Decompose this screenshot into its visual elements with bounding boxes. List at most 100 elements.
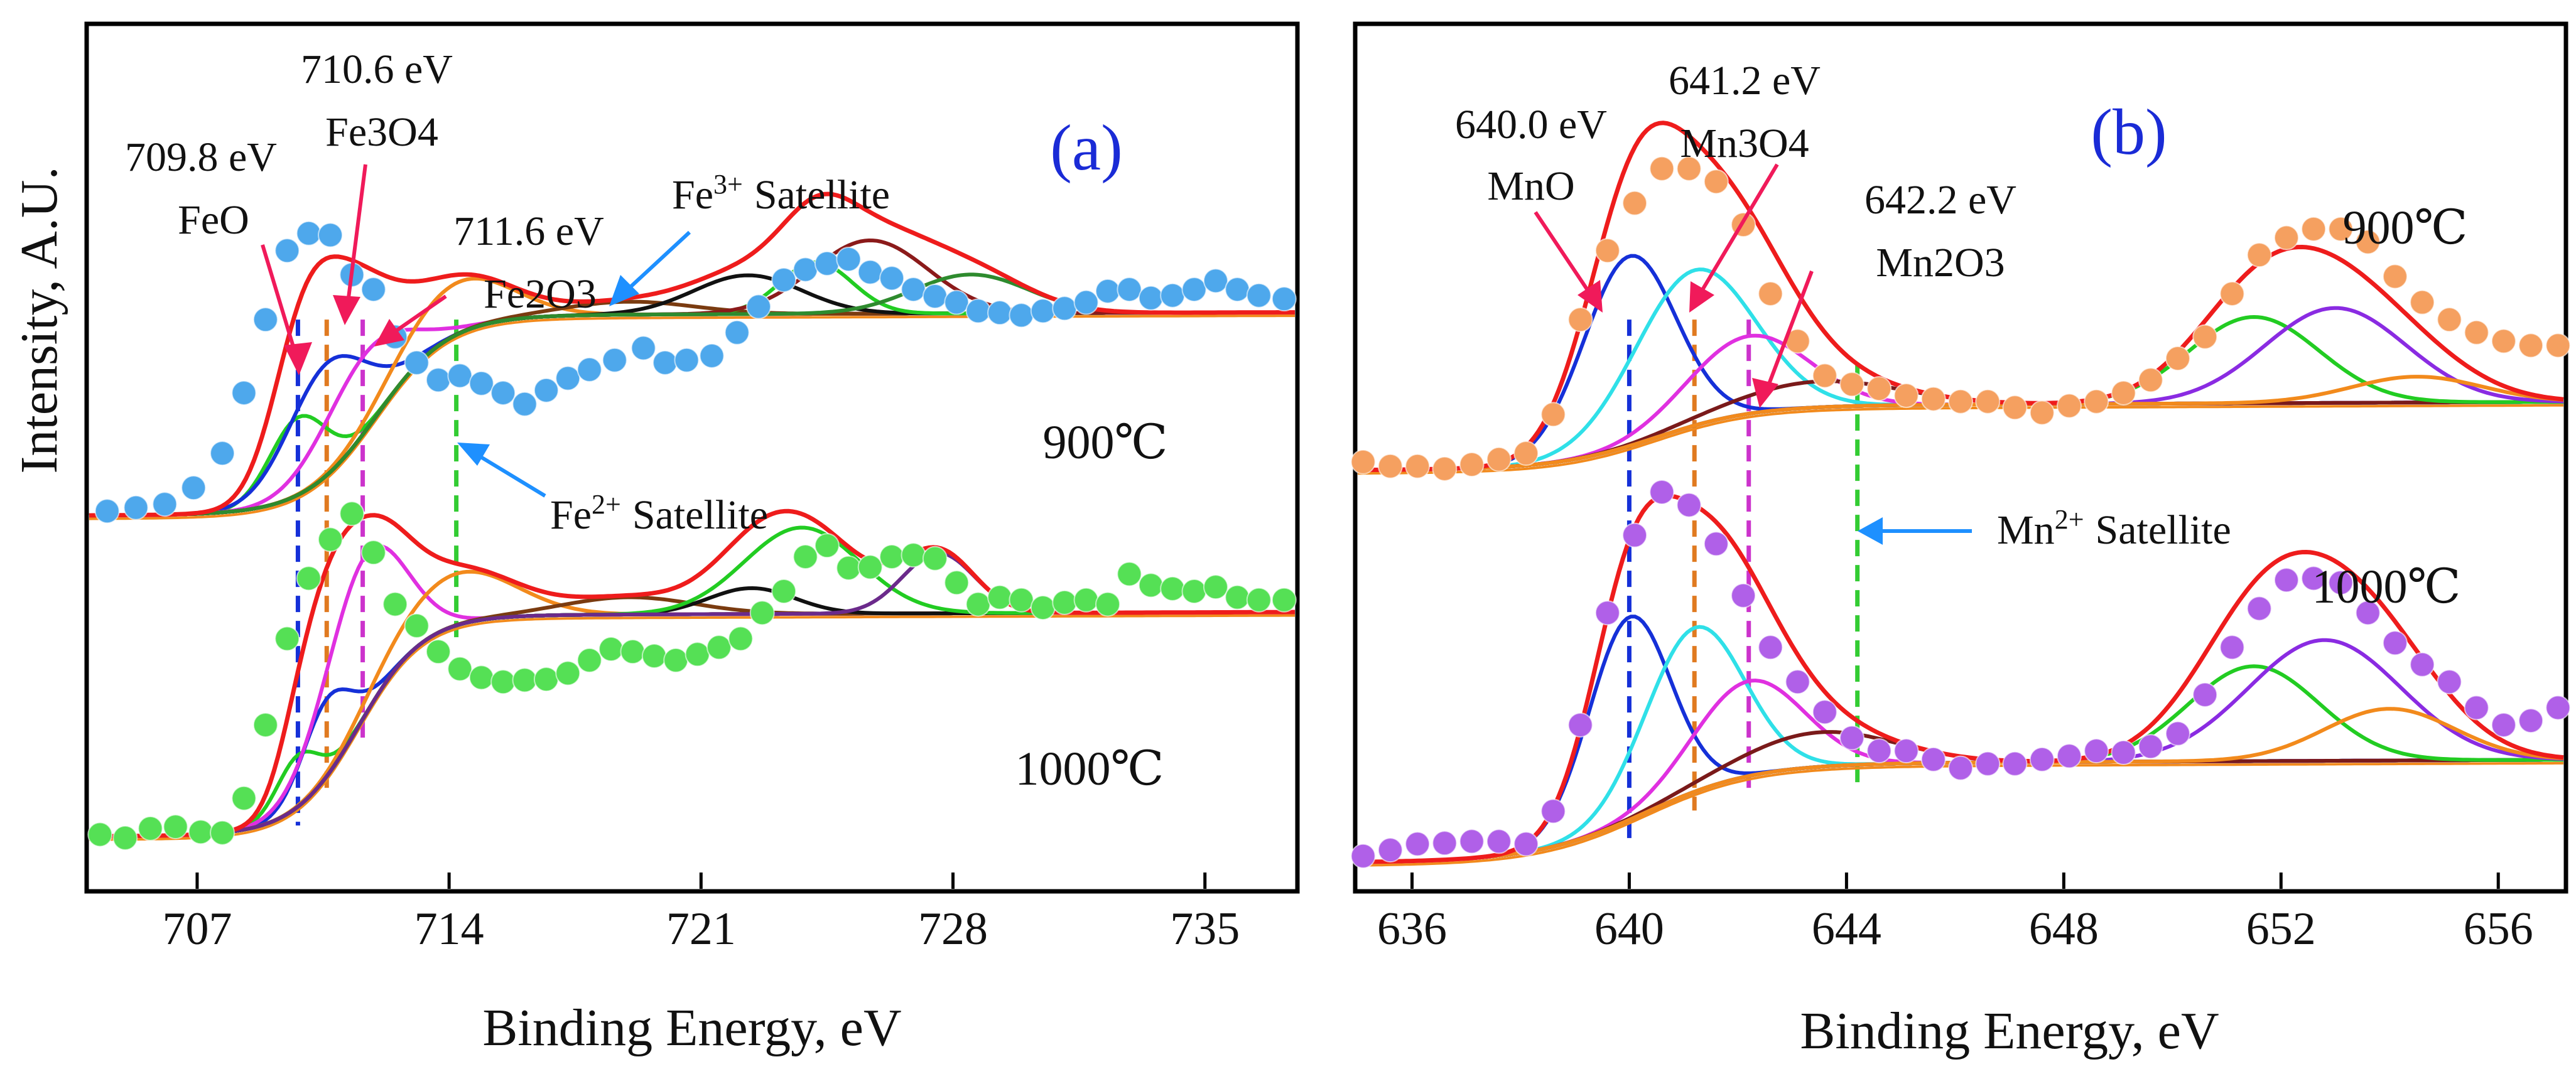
data-point <box>674 347 700 373</box>
data-point <box>1271 587 1297 613</box>
peak-a3-energy: 711.6 eV <box>453 208 604 254</box>
data-point <box>296 566 322 591</box>
data-point <box>2192 324 2218 350</box>
data-point <box>2029 400 2055 426</box>
arrow-mno-head <box>1578 280 1603 313</box>
data-point <box>94 498 120 524</box>
data-point <box>1785 669 1810 695</box>
background-line-secondary <box>89 314 1295 520</box>
data-point <box>1839 372 1865 397</box>
data-point <box>2382 264 2408 289</box>
data-point <box>1866 738 1892 764</box>
data-point <box>922 284 948 309</box>
data-point <box>1246 282 1272 308</box>
data-point <box>425 367 451 393</box>
x-tick-label: 707 <box>162 903 232 955</box>
data-point <box>724 320 750 345</box>
data-point <box>1117 277 1142 303</box>
data-point <box>1812 363 1837 389</box>
data-point <box>1703 169 1729 195</box>
data-point <box>793 544 818 570</box>
data-point <box>1160 282 1186 308</box>
data-point <box>274 626 300 652</box>
x-tick-label: 652 <box>2246 903 2316 955</box>
data-point <box>2518 708 2544 734</box>
data-point <box>1225 584 1250 610</box>
peak-b1-species: MnO <box>1487 163 1574 209</box>
data-point <box>1975 389 2001 414</box>
data-point <box>555 660 581 686</box>
data-point <box>706 635 732 660</box>
x-tick-label: 728 <box>918 903 988 955</box>
panel-b-x-axis-title: Binding Energy, eV <box>1800 1002 2219 1060</box>
data-point <box>1350 449 1376 475</box>
peak-a1-species: FeO <box>178 197 249 243</box>
data-point <box>814 533 840 559</box>
data-point <box>231 380 257 405</box>
data-point <box>2273 567 2299 593</box>
arrow-fe3o4-head <box>333 295 360 325</box>
data-point <box>2246 242 2272 268</box>
data-point <box>181 475 207 501</box>
peak-a1-energy: 709.8 eV <box>125 134 277 180</box>
data-point <box>1486 446 1512 472</box>
arrow-feo-head <box>284 342 312 375</box>
data-point <box>1758 281 1783 306</box>
data-point <box>1866 376 1892 402</box>
data-point <box>2246 596 2272 621</box>
data-point <box>2491 712 2516 738</box>
panel-a-x-axis-title: Binding Energy, eV <box>482 999 901 1057</box>
data-point <box>447 656 473 682</box>
data-point <box>663 647 689 673</box>
panel-a-frame <box>84 21 1300 894</box>
data-point <box>318 527 343 552</box>
data-point <box>630 335 656 361</box>
data-point <box>2273 225 2299 250</box>
data-point <box>2437 307 2462 333</box>
data-point <box>2165 345 2190 371</box>
data-point <box>1567 307 1593 333</box>
data-point <box>2219 281 2245 306</box>
data-point <box>318 222 343 248</box>
data-point <box>1567 712 1593 738</box>
arrow-mno <box>1534 211 1597 303</box>
fit-envelope-line <box>89 508 1295 839</box>
peak-a3-species: Fe2O3 <box>484 271 597 317</box>
data-point <box>746 294 772 320</box>
data-point <box>490 669 516 695</box>
fit-component-line <box>1358 267 2564 472</box>
data-point <box>2192 682 2218 707</box>
data-point <box>2002 395 2028 421</box>
data-point <box>2111 380 2136 405</box>
arrow-mn3o4 <box>1694 163 1779 303</box>
arrow-fe2o3-head <box>374 319 404 346</box>
data-point <box>1052 296 1078 321</box>
data-point <box>1622 522 1648 548</box>
data-point <box>1893 738 1919 764</box>
data-point <box>1459 829 1485 854</box>
data-point <box>1181 277 1207 303</box>
data-point <box>1486 829 1512 854</box>
data-point <box>512 391 538 417</box>
arrow-mn2o3-head <box>1752 378 1778 408</box>
data-point <box>1540 402 1566 427</box>
data-point <box>512 667 538 693</box>
data-point <box>2301 216 2327 242</box>
data-point <box>922 545 948 571</box>
data-point <box>901 277 926 303</box>
data-point <box>2328 216 2354 242</box>
panel-b-mn2p-spectra: 636 640 644 648 652 656 (b) Binding Energy, e… <box>1350 21 2571 1060</box>
data-point <box>404 350 430 375</box>
data-point <box>252 712 278 738</box>
peak-b2-energy: 641.2 eV <box>1669 58 1821 104</box>
peak-b2-species: Mn3O4 <box>1680 121 1809 166</box>
data-point <box>1513 441 1539 466</box>
data-point <box>252 307 278 333</box>
arrow-mn3o4-head <box>1689 281 1714 313</box>
fit-component-line <box>1357 707 2564 864</box>
data-point <box>987 584 1013 610</box>
data-point <box>296 220 322 246</box>
data-point <box>901 542 926 568</box>
arrow-mn2o3 <box>1763 270 1814 397</box>
data-point <box>360 277 386 303</box>
